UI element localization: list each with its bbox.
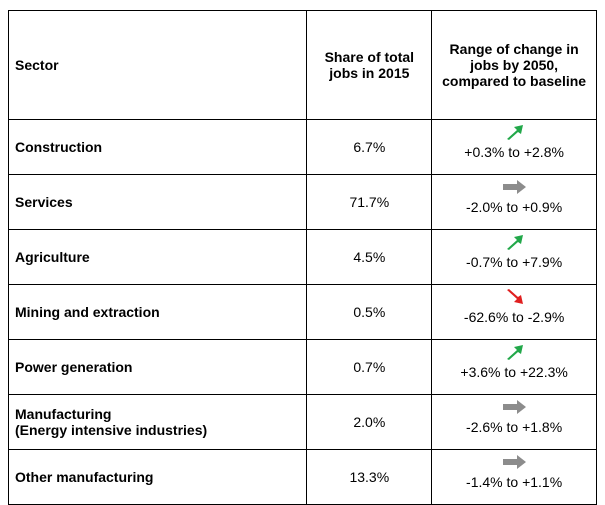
sector-cell: Manufacturing (Energy intensive industrie… bbox=[7, 394, 308, 450]
sector-name: Services bbox=[15, 194, 73, 210]
header-cell: Range of change in jobs by 2050, compare… bbox=[431, 10, 597, 120]
range-cell: -1.4% to +1.1% bbox=[431, 449, 597, 505]
arrow-up bbox=[507, 235, 524, 250]
page: Sector Share of total jobs in 2015 Range… bbox=[7, 10, 597, 505]
range-cell: -2.6% to +1.8% bbox=[431, 394, 597, 450]
row: Other manufacturing 13.3% -1.4% to +1.1% bbox=[7, 449, 597, 505]
share-cell: 2.0% bbox=[306, 394, 433, 450]
jobs-table: Sector Share of total jobs in 2015 Range… bbox=[7, 10, 597, 505]
row: Agriculture 4.5% -0.7% to +7.9% bbox=[7, 229, 597, 285]
sector-name: Construction bbox=[15, 139, 103, 155]
arrow-up bbox=[507, 125, 524, 140]
row: Construction 6.7% +0.3% to +2.8% bbox=[7, 119, 597, 175]
share-cell: 0.7% bbox=[306, 339, 433, 395]
row: Mining and extraction 0.5% -62.6% to -2.9% bbox=[7, 284, 597, 340]
sector-cell: Agriculture bbox=[7, 229, 308, 285]
sector-name: (Energy intensive industries) bbox=[15, 422, 208, 438]
range-text: -0.7% to +7.9% bbox=[466, 254, 563, 270]
share-cell: 13.3% bbox=[306, 449, 433, 505]
range-text: -2.0% to +0.9% bbox=[466, 199, 563, 215]
sector-cell: Construction bbox=[7, 119, 308, 175]
row: Power generation 0.7% +3.6% to +22.3% bbox=[7, 339, 597, 395]
share-cell: 71.7% bbox=[306, 174, 433, 230]
range-text: -62.6% to -2.9% bbox=[463, 309, 565, 325]
range-cell: -2.0% to +0.9% bbox=[431, 174, 597, 230]
range-text: -1.4% to +1.1% bbox=[466, 474, 563, 490]
header-cell: Share of total jobs in 2015 bbox=[306, 10, 433, 120]
sector-cell: Mining and extraction bbox=[7, 284, 308, 340]
share-cell: 4.5% bbox=[306, 229, 433, 285]
row: Manufacturing (Energy intensive industrie… bbox=[7, 394, 597, 450]
arrow-flat bbox=[503, 180, 527, 194]
sector-name: Power generation bbox=[15, 359, 133, 375]
range-cell: -0.7% to +7.9% bbox=[431, 229, 597, 285]
sector-cell: Other manufacturing bbox=[7, 449, 308, 505]
arrow-down bbox=[507, 289, 524, 304]
sector-name: Agriculture bbox=[15, 249, 90, 265]
header-cell: Sector bbox=[7, 10, 308, 120]
sector-cell: Power generation bbox=[7, 339, 308, 395]
row: Services 71.7% -2.0% to +0.9% bbox=[7, 174, 597, 230]
range-text: +3.6% to +22.3% bbox=[460, 364, 568, 380]
header-row: Sector Share of total jobs in 2015 Range… bbox=[7, 10, 597, 120]
arrow-flat bbox=[503, 400, 527, 414]
sector-name: Mining and extraction bbox=[15, 304, 160, 320]
sector-name: Other manufacturing bbox=[15, 469, 154, 485]
arrow-up bbox=[507, 345, 524, 360]
share-cell: 6.7% bbox=[306, 119, 433, 175]
arrow-flat bbox=[503, 455, 527, 469]
range-text: -2.6% to +1.8% bbox=[466, 419, 563, 435]
share-cell: 0.5% bbox=[306, 284, 433, 340]
range-text: +0.3% to +2.8% bbox=[464, 144, 564, 160]
sector-name: Manufacturing bbox=[15, 406, 112, 422]
range-cell: -62.6% to -2.9% bbox=[431, 284, 597, 340]
range-cell: +3.6% to +22.3% bbox=[431, 339, 597, 395]
range-cell: +0.3% to +2.8% bbox=[431, 119, 597, 175]
sector-cell: Services bbox=[7, 174, 308, 230]
